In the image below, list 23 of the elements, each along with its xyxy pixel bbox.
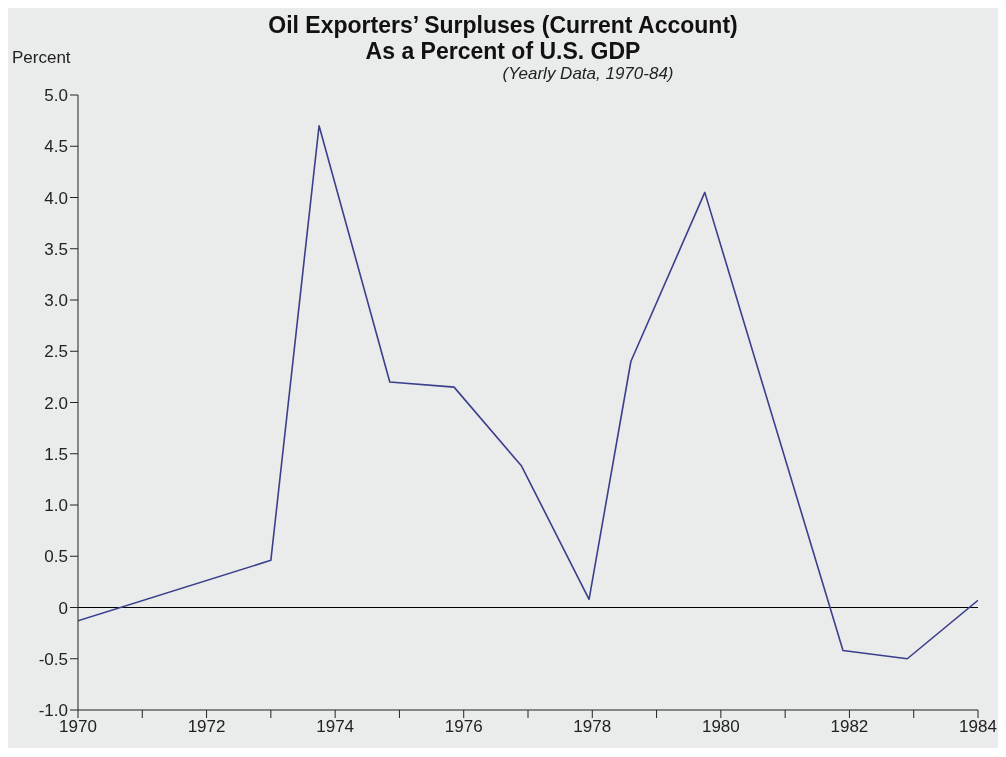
x-tick-label: 1980 — [701, 717, 740, 737]
y-axis-title: Percent — [12, 48, 71, 68]
y-tick-label: 0 — [58, 598, 68, 618]
y-tick-label: 3.0 — [44, 291, 68, 311]
chart-title: Oil Exporters’ Surpluses (Current Account) As a Percent of U.S. GDP — [268, 12, 738, 64]
y-tick-label: 1.5 — [44, 444, 68, 464]
y-tick-label: -0.5 — [38, 649, 68, 669]
x-tick-label: 1984 — [959, 717, 997, 737]
y-tick-label: 0.5 — [44, 547, 68, 567]
x-tick-label: 1982 — [830, 717, 869, 737]
y-tick-label: 4.0 — [44, 188, 68, 208]
x-tick-label: 1972 — [187, 717, 226, 737]
y-tick-label: 4.5 — [44, 137, 68, 157]
x-tick-label: 1978 — [573, 717, 612, 737]
y-tick-label: 5.0 — [44, 86, 68, 106]
x-tick-label: 1974 — [316, 717, 355, 737]
line-series — [78, 124, 978, 660]
x-tick-label: 1976 — [444, 717, 483, 737]
y-tick-label: 3.5 — [44, 239, 68, 259]
y-tick-label: 2.5 — [44, 342, 68, 362]
y-tick-label: 1.0 — [44, 496, 68, 516]
chart-subtitle: (Yearly Data, 1970-84) — [501, 64, 675, 84]
y-tick-label: 2.0 — [44, 393, 68, 413]
